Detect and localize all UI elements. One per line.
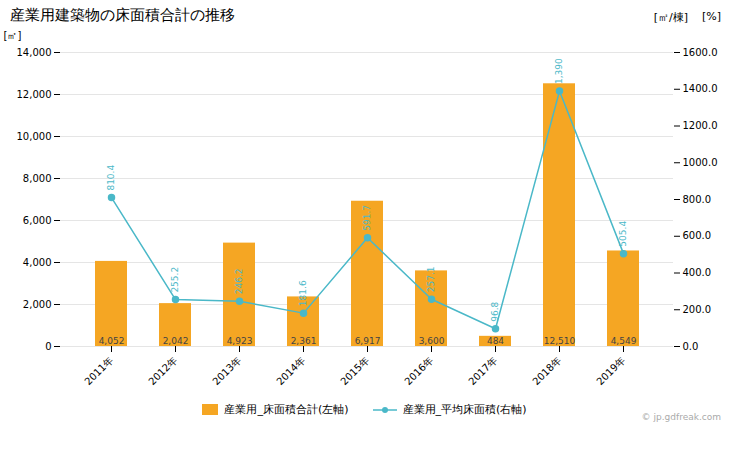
svg-text:246.2: 246.2 — [234, 268, 244, 294]
svg-text:0.0: 0.0 — [683, 341, 699, 352]
svg-text:2,042: 2,042 — [163, 336, 189, 346]
svg-text:2019年: 2019年 — [594, 354, 627, 387]
svg-text:4,923: 4,923 — [227, 336, 253, 346]
svg-text:10,000: 10,000 — [17, 131, 52, 142]
svg-text:2012年: 2012年 — [146, 354, 179, 387]
svg-text:2,000: 2,000 — [23, 299, 52, 310]
svg-text:8,000: 8,000 — [23, 173, 52, 184]
svg-text:1600.0: 1600.0 — [683, 47, 718, 58]
svg-text:96.8: 96.8 — [490, 301, 500, 321]
svg-text:2018年: 2018年 — [530, 354, 563, 387]
svg-text:2014年: 2014年 — [274, 354, 307, 387]
html-text:産業用_床面積合計(左軸): 産業用_床面積合計(左軸) — [224, 403, 349, 416]
svg-text:2013年: 2013年 — [210, 354, 243, 387]
svg-text:1400.0: 1400.0 — [683, 83, 718, 94]
svg-text:4,000: 4,000 — [23, 257, 52, 268]
svg-text:181.6: 181.6 — [298, 280, 308, 306]
svg-text:2017年: 2017年 — [466, 354, 499, 387]
svg-text:484: 484 — [487, 336, 504, 346]
svg-text:2015年: 2015年 — [338, 354, 371, 387]
html-text:産業用建築物の床面積合計の推移: 産業用建築物の床面積合計の推移 — [10, 6, 235, 24]
svg-text:2011年: 2011年 — [82, 354, 115, 387]
svg-text:0: 0 — [45, 341, 51, 352]
svg-text:2,361: 2,361 — [291, 336, 317, 346]
svg-text:200.0: 200.0 — [683, 304, 712, 315]
svg-text:800.0: 800.0 — [683, 194, 712, 205]
svg-text:6,917: 6,917 — [355, 336, 381, 346]
svg-text:600.0: 600.0 — [683, 230, 712, 241]
svg-text:255.2: 255.2 — [170, 267, 180, 293]
svg-text:[㎡]: [㎡] — [4, 30, 22, 41]
svg-text:1200.0: 1200.0 — [683, 120, 718, 131]
svg-text:1,390: 1,390 — [554, 58, 564, 84]
svg-text:12,000: 12,000 — [17, 89, 52, 100]
svg-text:14,000: 14,000 — [17, 47, 52, 58]
svg-text:400.0: 400.0 — [683, 267, 712, 278]
svg-text:2016年: 2016年 — [402, 354, 435, 387]
svg-text:4,549: 4,549 — [611, 336, 637, 346]
svg-text:6,000: 6,000 — [23, 215, 52, 226]
svg-text:810.4: 810.4 — [106, 165, 116, 191]
html-text:[㎡/棟]: [㎡/棟] — [653, 11, 688, 24]
svg-text:1000.0: 1000.0 — [683, 157, 718, 168]
html-text:© jp.gdfreak.com: © jp.gdfreak.com — [641, 412, 721, 422]
svg-text:591.7: 591.7 — [362, 205, 372, 231]
svg-text:4,052: 4,052 — [99, 336, 125, 346]
svg-text:505.4: 505.4 — [618, 221, 628, 247]
svg-text:257.1: 257.1 — [426, 266, 436, 292]
svg-text:3,600: 3,600 — [419, 336, 445, 346]
svg-text:12,510: 12,510 — [544, 336, 576, 346]
html-text:産業用_平均床面積(右軸): 産業用_平均床面積(右軸) — [402, 403, 527, 416]
